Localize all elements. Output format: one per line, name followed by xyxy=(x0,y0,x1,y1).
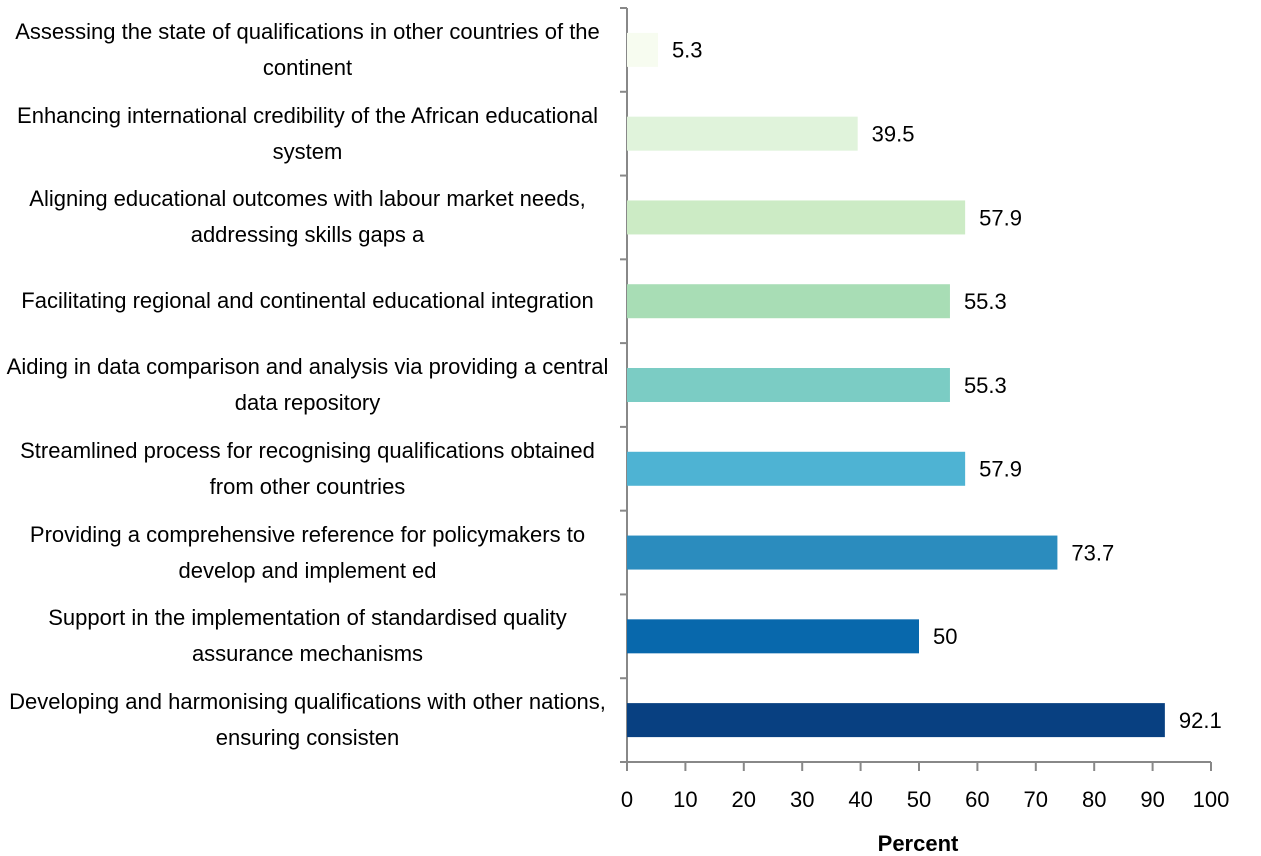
x-tick-label: 50 xyxy=(907,787,931,812)
x-tick-label: 40 xyxy=(848,787,872,812)
bar xyxy=(627,451,966,486)
data-label: 50 xyxy=(933,624,957,649)
data-label: 57.9 xyxy=(979,457,1022,482)
bar xyxy=(627,116,858,151)
bar xyxy=(627,32,658,67)
x-tick-label: 70 xyxy=(1024,787,1048,812)
x-tick-label: 90 xyxy=(1140,787,1164,812)
bar xyxy=(627,535,1058,570)
y-tick-label: Aiding in data comparison and analysis v… xyxy=(6,354,609,415)
data-label: 92.1 xyxy=(1179,708,1222,733)
x-tick-label: 80 xyxy=(1082,787,1106,812)
x-axis-title: Percent xyxy=(878,831,959,856)
x-tick-label: 30 xyxy=(790,787,814,812)
bar xyxy=(627,284,950,319)
bar xyxy=(627,368,950,402)
bar xyxy=(627,703,1165,738)
bar xyxy=(627,619,919,654)
bar xyxy=(627,200,966,235)
y-tick-label: Assessing the state of qualifications in… xyxy=(15,18,600,80)
y-tick-label: Enhancing international credibility of t… xyxy=(17,102,598,164)
data-label: 73.7 xyxy=(1071,540,1114,565)
data-label: 39.5 xyxy=(872,121,915,146)
x-tick-label: 10 xyxy=(673,787,697,812)
x-tick-label: 20 xyxy=(732,787,756,812)
x-tick-label: 100 xyxy=(1193,787,1230,812)
y-tick-label: Streamlined process for recognising qual… xyxy=(20,437,595,499)
y-tick-label: Providing a comprehensive reference for … xyxy=(29,521,586,583)
data-label: 57.9 xyxy=(979,205,1022,230)
data-label: 55.3 xyxy=(964,373,1007,398)
y-tick-label: Developing and harmonising qualification… xyxy=(9,689,606,751)
y-tick-label: Facilitating regional and continental ed… xyxy=(21,288,594,314)
data-label: 5.3 xyxy=(672,38,703,63)
data-label: 55.3 xyxy=(964,289,1007,314)
x-tick-label: 0 xyxy=(621,787,633,812)
y-tick-label: Support in the implementation of standar… xyxy=(48,605,567,667)
x-tick-label: 60 xyxy=(965,787,989,812)
y-tick-label: Aligning educational outcomes with labou… xyxy=(29,186,586,248)
